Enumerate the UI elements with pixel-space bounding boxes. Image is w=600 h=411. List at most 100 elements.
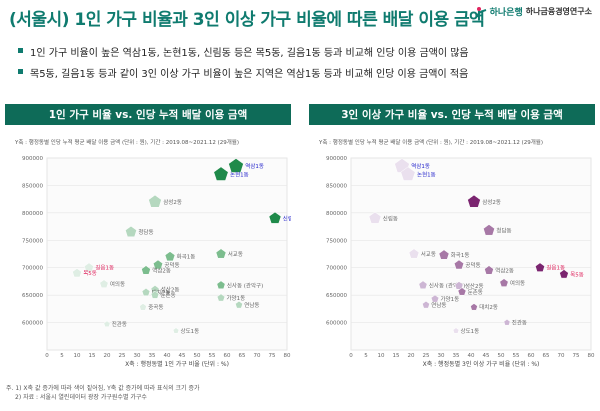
chart-title: 3인 이상 가구 비율 vs. 인당 누적 배달 이용 금액 (309, 104, 595, 125)
data-point (99, 279, 109, 288)
scatter-chart-single-household: 600000 650000 700000 750000 800000 850000 9000… (22, 156, 291, 368)
point-label: 성산2동 (161, 286, 180, 294)
x-tick-label: 5 (60, 353, 64, 359)
data-point (452, 327, 460, 334)
data-point (484, 265, 494, 275)
point-label: 공덕동 (465, 262, 480, 269)
footnotes: 주. 1) X축 값 증가에 따라 색이 짙어짐, Y축 값 증가에 따라 표식… (6, 384, 200, 402)
point-label: 청담동 (496, 227, 511, 234)
point-label: 역삼1동 (411, 162, 430, 170)
x-tick-label: 40 (468, 353, 475, 359)
data-point (215, 248, 227, 259)
bullet-text: 목5동, 길음1동 등과 같이 3인 이상 가구 비율이 높은 지역은 역삼1동… (30, 69, 469, 80)
x-tick-label: 65 (239, 353, 246, 359)
y-tick-label: 700000 (326, 266, 347, 272)
y-tick-label: 800000 (326, 211, 347, 217)
data-point (438, 249, 450, 260)
point-label: 가양1동 (226, 294, 245, 302)
data-point (559, 269, 569, 279)
brand-institute: 하나금융경영연구소 (525, 7, 592, 16)
x-tick-label: 75 (269, 353, 276, 359)
point-label: 대치2동 (479, 303, 498, 311)
x-tick-label: 50 (194, 353, 201, 359)
point-label: 화곡1동 (177, 254, 196, 261)
point-label: 여의동 (110, 280, 125, 288)
bullet-item: 목5동, 길음1동 등과 같이 3인 이상 가구 비율이 높은 지역은 역삼1동… (18, 65, 592, 80)
y-tick-label: 850000 (326, 183, 347, 189)
point-label: 신사동 (관악구) (227, 281, 263, 289)
chart-title: 1인 가구 비율 vs. 인당 누적 배달 이용 금액 (5, 104, 291, 125)
data-point (141, 287, 151, 297)
data-point (454, 259, 464, 270)
data-point (150, 290, 160, 299)
x-tick-label: 55 (209, 353, 216, 359)
x-tick-label: 80 (284, 353, 291, 359)
point-label: 역삼2동 (152, 266, 171, 274)
chart-y-note: Y축 : 행정동별 인당 누적 평균 배달 이용 금액 (단위 : 원), 기간… (15, 140, 240, 146)
data-point (418, 280, 428, 290)
x-tick-label: 10 (378, 353, 385, 359)
summary-bullets: 1인 가구 비율이 높은 역삼1동, 논현1동, 신림동 등은 목5동, 길음1… (18, 44, 592, 86)
point-label: 연남동 (431, 301, 446, 309)
x-axis-label: X축 : 행정동별 1인 가구 비율 (단위 : %) (125, 360, 229, 368)
point-label: 신림동 (383, 214, 398, 222)
data-point (535, 262, 545, 272)
hana-bank-logo-icon (475, 6, 486, 17)
page-title: (서울시) 1인 가구 비율과 3인 이상 가구 비율에 따른 배달 이용 금액 (9, 10, 485, 30)
data-point (467, 194, 481, 208)
point-label: 신림동 (283, 214, 291, 222)
data-point (172, 327, 180, 334)
x-tick-label: 30 (438, 353, 445, 359)
point-label: 상도1동 (181, 327, 200, 335)
x-tick-label: 80 (588, 353, 595, 359)
x-tick-label: 20 (104, 353, 111, 359)
data-point (148, 194, 162, 208)
chart-panel-single-household: 600000 650000 700000 750000 800000 850000 9000… (5, 104, 291, 368)
data-point (235, 300, 243, 309)
point-label: 둔촌동 (161, 291, 176, 299)
data-point (503, 318, 511, 326)
bullet-text: 1인 가구 비율이 높은 역삼1동, 논현1동, 신림동 등은 목5동, 길음1… (30, 48, 469, 59)
y-tick-label: 750000 (326, 238, 347, 244)
data-point (164, 251, 176, 262)
data-point (153, 259, 163, 270)
point-label: 중곡동 (148, 304, 163, 311)
x-tick-label: 25 (423, 353, 430, 359)
x-tick-label: 70 (558, 353, 565, 359)
data-point (72, 268, 82, 278)
point-label: 진관동 (512, 319, 527, 327)
data-point (216, 280, 226, 290)
x-tick-label: 20 (408, 353, 415, 359)
point-label: 서교동 (228, 250, 243, 258)
data-point (470, 303, 478, 311)
x-tick-label: 65 (543, 353, 550, 359)
x-axis-label: X축 : 행정동별 3인 이상 가구 비율 (단위 : %) (423, 360, 540, 368)
data-point (483, 224, 495, 236)
x-tick-label: 70 (254, 353, 261, 359)
data-point (499, 278, 509, 287)
y-tick-label: 900000 (326, 156, 347, 162)
bullet-square-icon (18, 69, 23, 74)
chart-y-note: Y축 : 행정동별 인당 누적 평균 배달 이용 금액 (단위 : 원), 기간… (319, 140, 544, 146)
x-tick-label: 40 (164, 353, 171, 359)
x-tick-label: 15 (393, 353, 400, 359)
point-label: 역삼1동 (245, 162, 264, 170)
data-point (457, 287, 467, 296)
brand: 하나은행 하나금융경영연구소 (475, 5, 592, 18)
point-label: 둔촌동 (468, 288, 483, 296)
brand-name: 하나은행 (489, 8, 523, 18)
data-point (125, 225, 137, 238)
point-label: 역삼2동 (495, 266, 514, 274)
footnote: 2) 자료 : 서울시 열린데이터 광장 가구원수별 가구수 (15, 394, 147, 401)
x-tick-label: 55 (513, 353, 520, 359)
x-tick-label: 0 (45, 353, 49, 359)
plot-area (350, 157, 592, 351)
x-tick-label: 45 (179, 353, 186, 359)
data-point (228, 158, 244, 173)
data-point (103, 320, 111, 328)
x-tick-label: 25 (119, 353, 126, 359)
point-label: 길음1동 (95, 264, 114, 272)
data-point (422, 300, 430, 309)
bullet-square-icon (18, 48, 23, 53)
point-label: 진관동 (112, 320, 127, 328)
